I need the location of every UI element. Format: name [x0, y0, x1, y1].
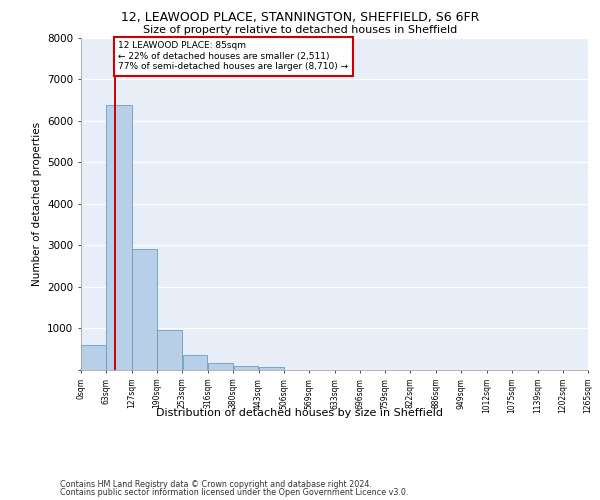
Text: Size of property relative to detached houses in Sheffield: Size of property relative to detached ho…	[143, 25, 457, 35]
Bar	[208, 363, 233, 370]
Bar	[233, 366, 259, 370]
Text: Distribution of detached houses by size in Sheffield: Distribution of detached houses by size …	[157, 408, 443, 418]
Bar	[157, 330, 182, 370]
Text: Contains public sector information licensed under the Open Government Licence v3: Contains public sector information licen…	[60, 488, 409, 497]
Bar	[182, 356, 208, 370]
Y-axis label: Number of detached properties: Number of detached properties	[32, 122, 41, 286]
Text: 12 LEAWOOD PLACE: 85sqm
← 22% of detached houses are smaller (2,511)
77% of semi: 12 LEAWOOD PLACE: 85sqm ← 22% of detache…	[118, 42, 349, 71]
Bar	[106, 105, 132, 370]
Bar	[81, 346, 106, 370]
Bar	[259, 367, 284, 370]
Text: 12, LEAWOOD PLACE, STANNINGTON, SHEFFIELD, S6 6FR: 12, LEAWOOD PLACE, STANNINGTON, SHEFFIEL…	[121, 11, 479, 24]
Bar	[132, 249, 157, 370]
Text: Contains HM Land Registry data © Crown copyright and database right 2024.: Contains HM Land Registry data © Crown c…	[60, 480, 372, 489]
